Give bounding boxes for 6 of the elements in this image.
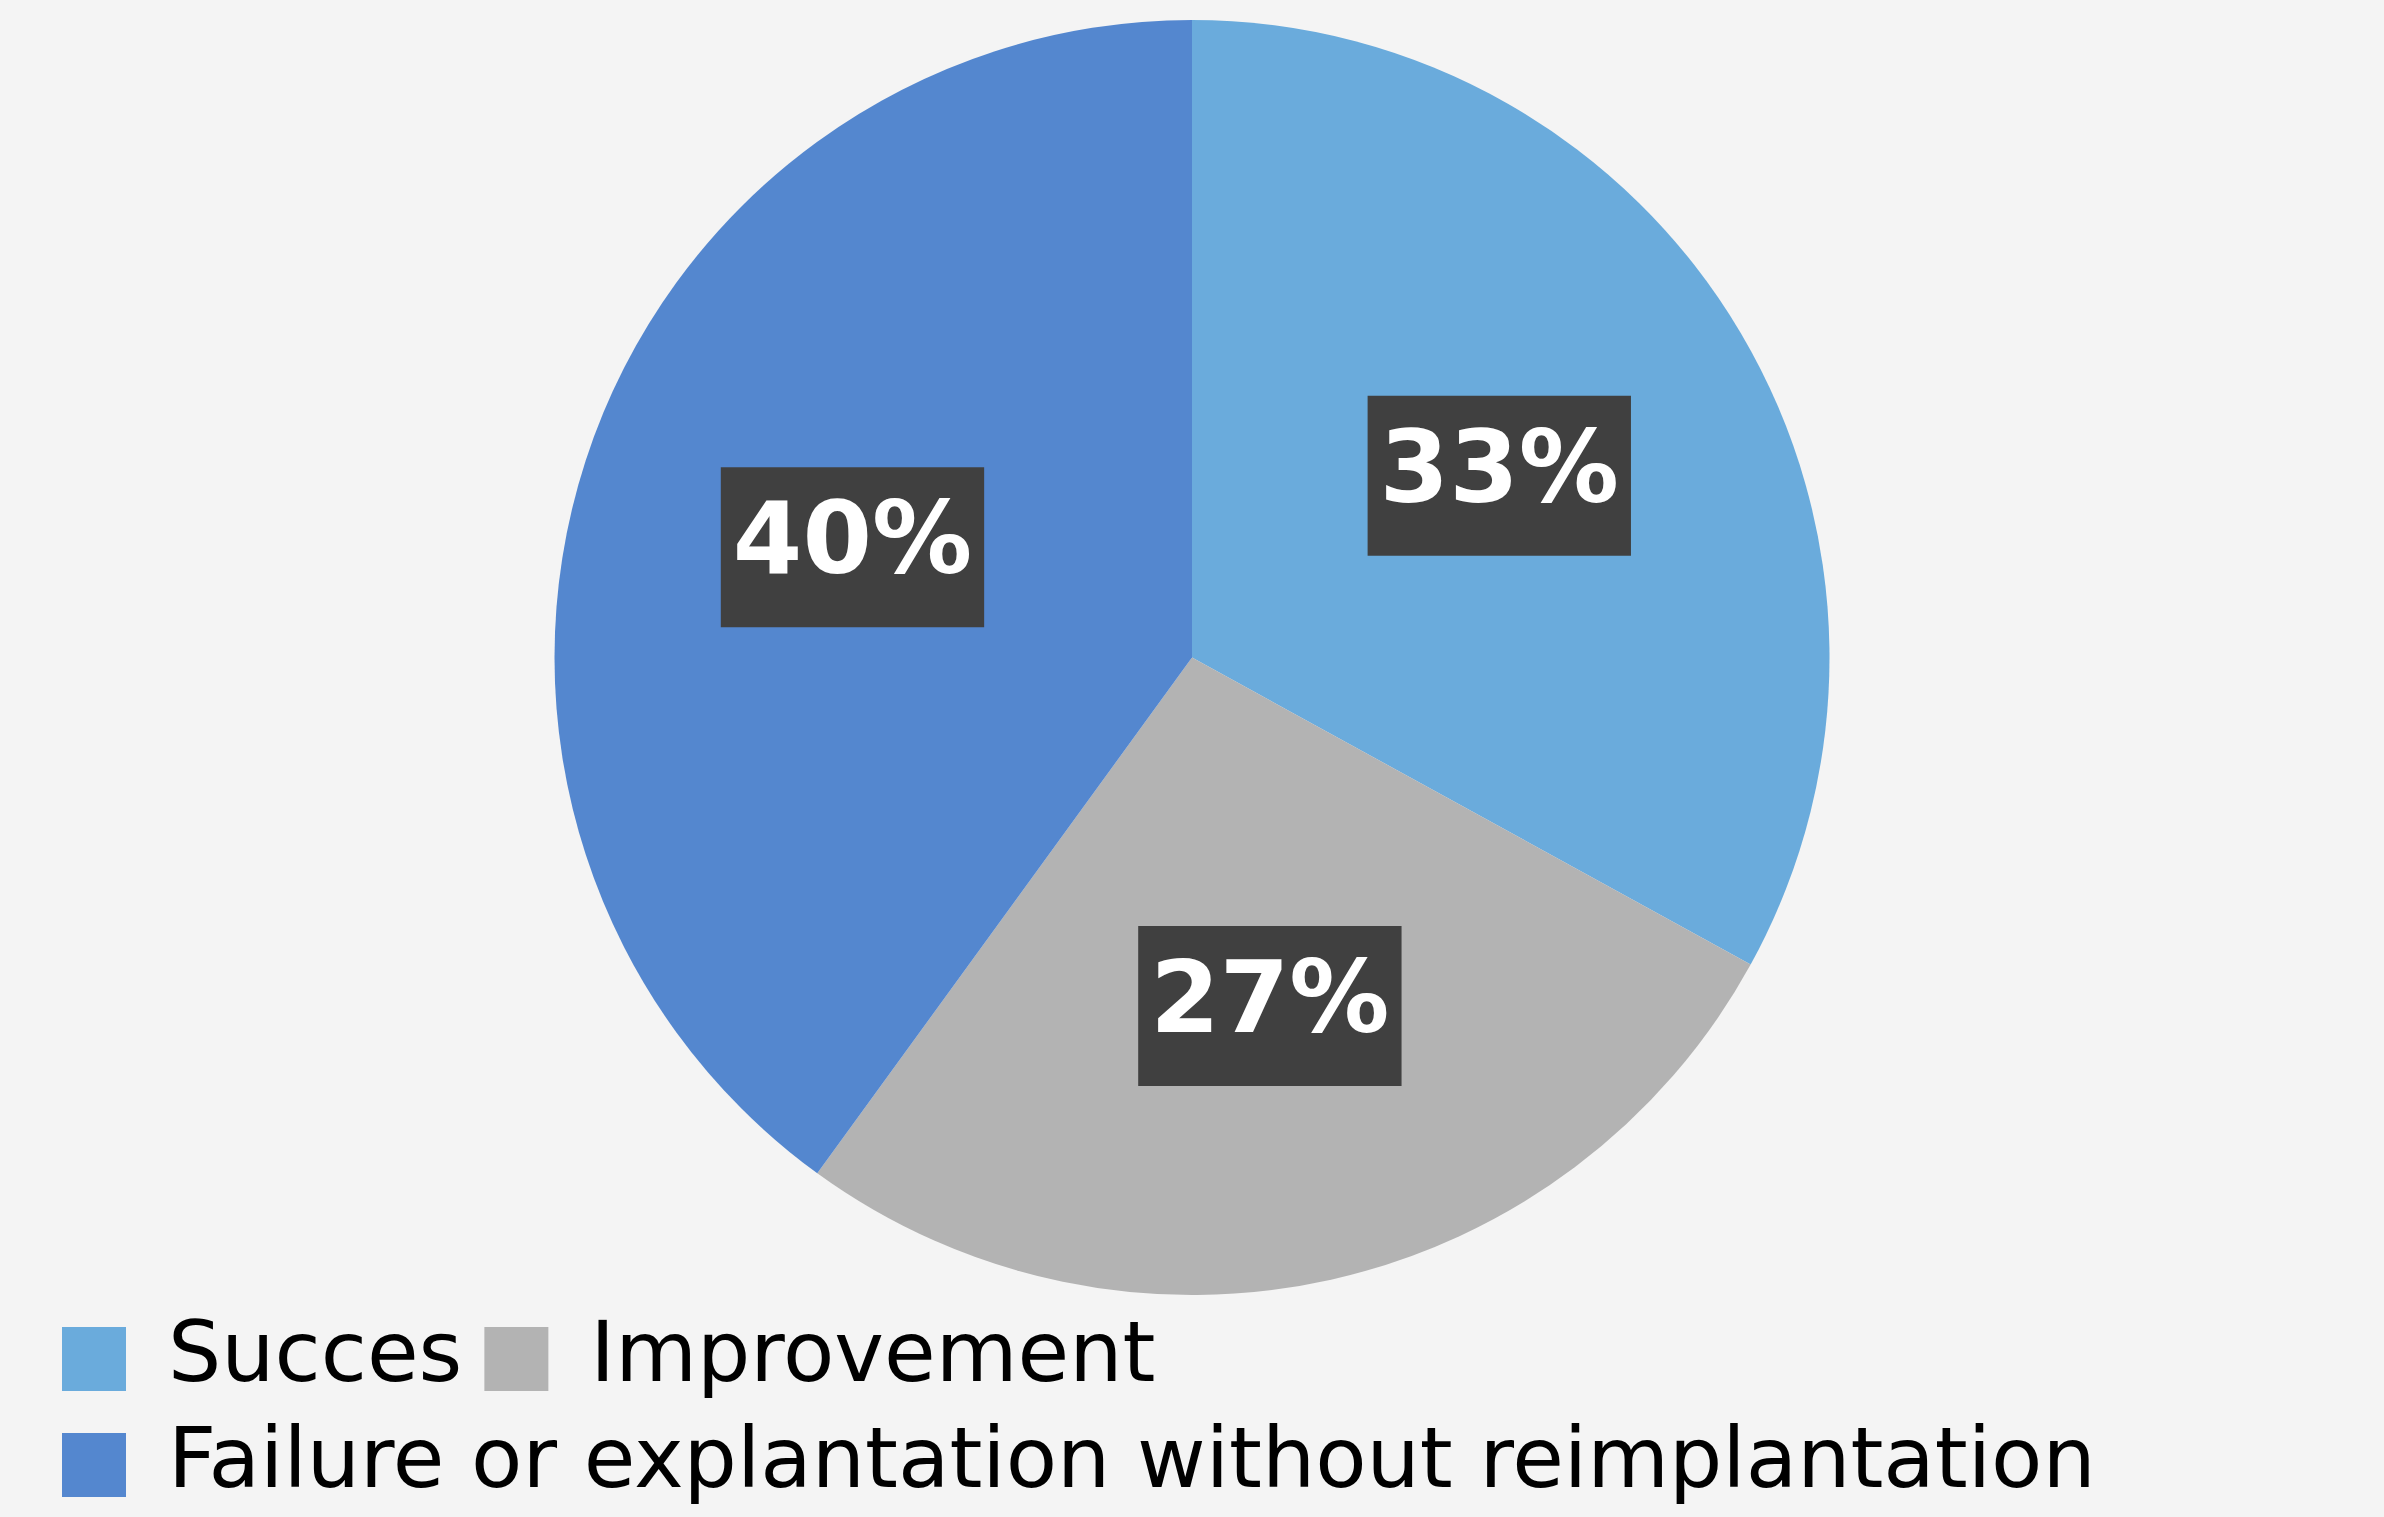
legend-label: Failure or explantation without reimplantation [168, 1408, 2096, 1507]
data-label: 40% [732, 480, 973, 598]
legend-label: Succes [168, 1302, 463, 1401]
data-label: 27% [1150, 938, 1390, 1056]
legend-label: Improvement [590, 1302, 1156, 1401]
data-label: 33% [1379, 408, 1619, 526]
